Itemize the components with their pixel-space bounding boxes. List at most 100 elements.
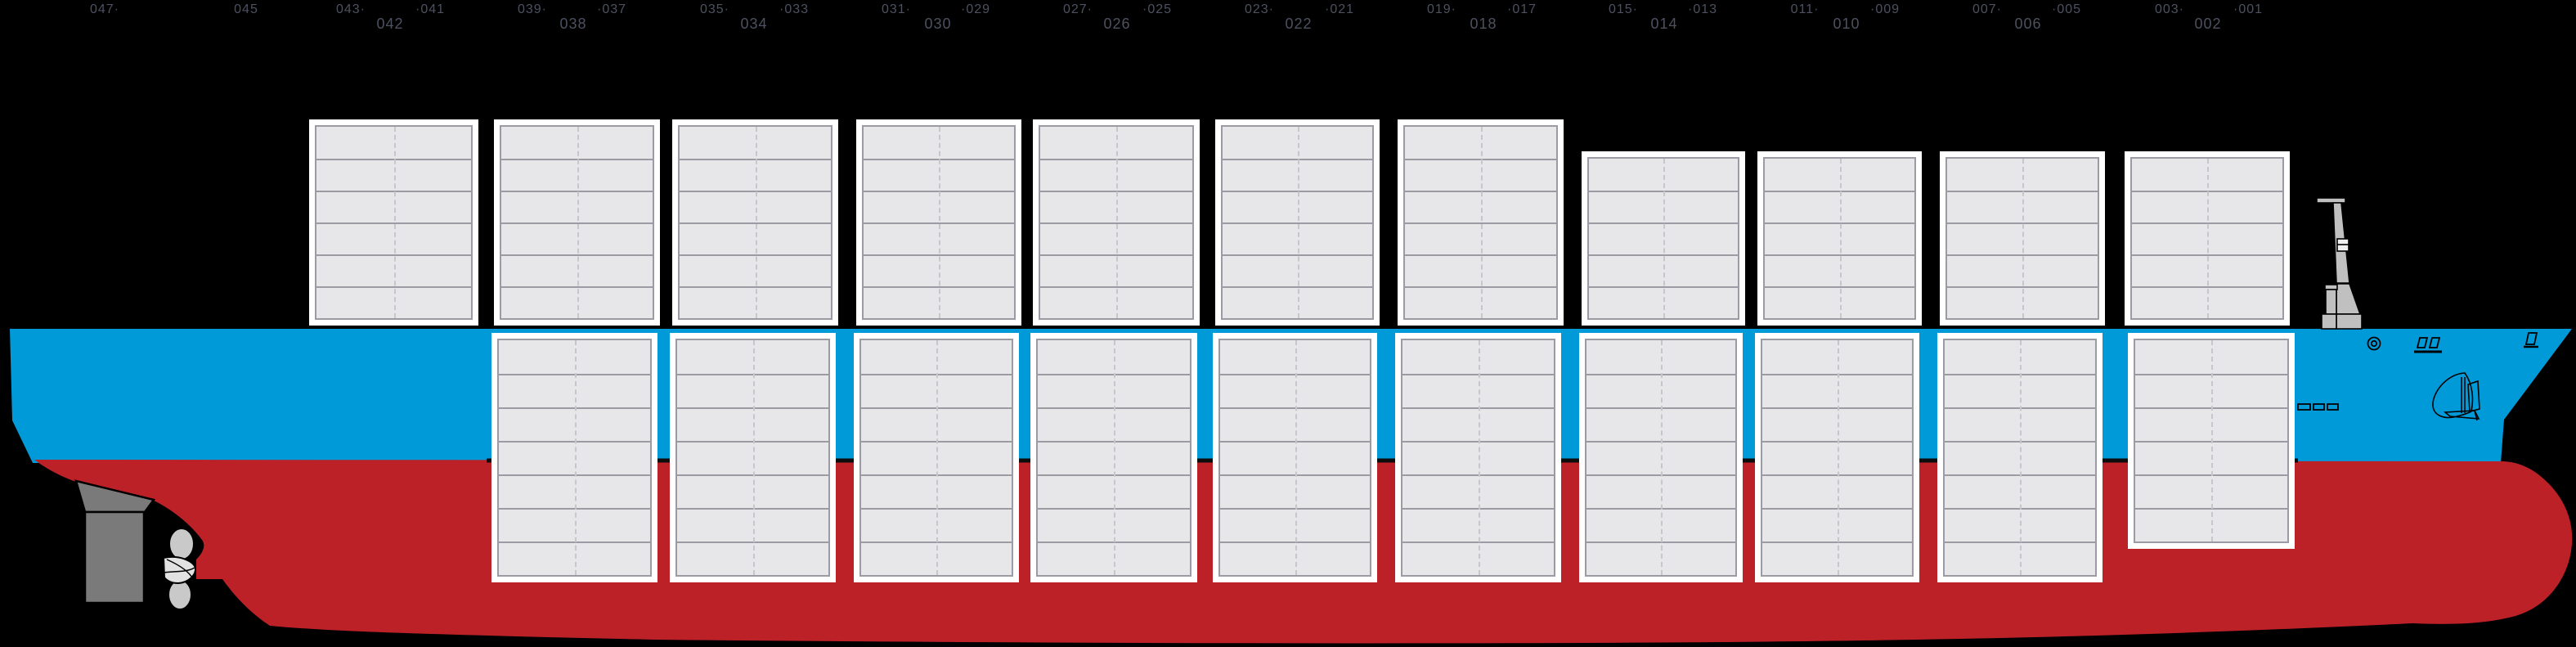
propeller-blade-upper [168, 528, 195, 560]
deck-stack-bay-022[interactable] [1215, 119, 1380, 326]
container-grid [1585, 339, 1737, 577]
mast-base [2336, 313, 2363, 330]
bay-number-label: 006 [2014, 16, 2042, 32]
hold-stack-bay-030[interactable] [854, 333, 1019, 582]
bay-tick-label: 035· [699, 2, 730, 16]
twenty-foot-divider [2020, 340, 2022, 575]
deck-stack-bay-010[interactable] [1757, 151, 1922, 326]
container-grid [1763, 157, 1916, 320]
twenty-foot-divider [393, 127, 396, 318]
twenty-foot-divider [1114, 340, 1115, 575]
bay-number-label: 042 [376, 16, 404, 32]
bay-tick-label: 023· [1244, 2, 1275, 16]
container-grid [2130, 157, 2284, 320]
bay-tick-label: 019· [1426, 2, 1457, 16]
container-grid [859, 339, 1013, 577]
deck-stack-bay-034[interactable] [672, 119, 838, 326]
hold-stack-bay-034[interactable] [670, 333, 836, 582]
bay-tick-label: 003· [2154, 2, 2185, 16]
container-grid [1221, 125, 1374, 320]
container-grid [1218, 339, 1371, 577]
twenty-foot-divider [1837, 340, 1839, 575]
container-grid [678, 125, 832, 320]
bay-tick-label: 047· [89, 2, 120, 16]
bay-number-label: 038 [559, 16, 587, 32]
bay-tick-label: ·037 [596, 2, 627, 16]
container-grid [1039, 125, 1194, 320]
hold-stack-bay-006[interactable] [1937, 333, 2103, 582]
bay-tick-label: ·009 [1869, 2, 1901, 16]
bay-tick-label: ·001 [2233, 2, 2264, 16]
deck-stack-bay-030[interactable] [856, 119, 1021, 326]
twenty-foot-divider [1116, 127, 1118, 318]
hold-stack-bay-002[interactable] [2128, 333, 2295, 549]
twenty-foot-divider [1839, 159, 1842, 318]
deck-stack-bay-038[interactable] [494, 119, 660, 326]
twenty-foot-divider [1663, 159, 1665, 318]
container-grid [1403, 125, 1558, 320]
deck-stack-bay-026[interactable] [1033, 119, 1200, 326]
bay-number-label: 026 [1103, 16, 1131, 32]
mast-crosstree [2316, 197, 2346, 204]
bow-flag-marking [2524, 332, 2538, 345]
twenty-foot-divider [1478, 340, 1480, 575]
container-grid [2134, 339, 2289, 543]
container-grid [1761, 339, 1914, 577]
container-grid [675, 339, 830, 577]
container-grid [497, 339, 652, 577]
bay-number-label: 034 [740, 16, 768, 32]
deck-stack-bay-042[interactable] [309, 119, 478, 326]
propeller-hub [162, 556, 197, 585]
twenty-foot-divider [936, 340, 938, 575]
container-grid [1401, 339, 1555, 577]
bay-tick-label: ·005 [2051, 2, 2082, 16]
bay-tick-label: 011· [1790, 2, 1820, 16]
twenty-foot-divider [752, 340, 755, 575]
propeller [162, 528, 197, 610]
bow-circle-marking [2367, 336, 2381, 351]
bay-tick-label: 015· [1608, 2, 1639, 16]
twenty-foot-divider [755, 127, 757, 318]
hold-stack-bay-026[interactable] [1030, 333, 1197, 582]
bay-number-label: 030 [924, 16, 952, 32]
mast-step-ledge [2324, 284, 2338, 290]
deck-stack-bay-018[interactable] [1398, 119, 1564, 326]
bay-tick-label: ·021 [1324, 2, 1355, 16]
hold-stack-bay-018[interactable] [1395, 333, 1561, 582]
twenty-foot-divider [2022, 159, 2024, 318]
propeller-blade-lower [168, 579, 192, 610]
deck-stack-bay-014[interactable] [1582, 151, 1745, 326]
bay-tick-label: ·017 [1506, 2, 1537, 16]
bay-tick-label: 007· [1972, 2, 2003, 16]
deck-stack-bay-006[interactable] [1940, 151, 2105, 326]
hull-side-dashes [2297, 403, 2339, 411]
container-grid [1945, 157, 2099, 320]
bay-tick-label: ·033 [779, 2, 810, 16]
bay-number-label: 010 [1833, 16, 1860, 32]
bow-markings [2297, 332, 2538, 421]
twenty-foot-divider [1295, 340, 1297, 575]
bay-tick-label: 045 [234, 2, 258, 16]
mast-step-foot [2321, 313, 2337, 330]
hold-stack-bay-010[interactable] [1755, 333, 1919, 582]
rudder [74, 479, 156, 604]
deck-stack-bay-002[interactable] [2125, 151, 2290, 326]
bay-number-label: 002 [2194, 16, 2222, 32]
mast-step-column [2325, 289, 2337, 315]
bay-tick-label: ·029 [960, 2, 991, 16]
twenty-foot-divider [574, 340, 577, 575]
hold-stack-bay-038[interactable] [491, 333, 657, 582]
container-grid [862, 125, 1016, 320]
bow-circle-marking-inner [2370, 339, 2378, 348]
twenty-foot-divider [2207, 159, 2209, 318]
propeller-blade-curl [164, 559, 195, 580]
twenty-foot-divider [1480, 127, 1483, 318]
container-grid [1587, 157, 1739, 320]
hold-stack-bay-022[interactable] [1213, 333, 1377, 582]
bay-number-label: 022 [1285, 16, 1313, 32]
twenty-foot-divider [939, 127, 940, 318]
bay-tick-label: ·025 [1142, 2, 1173, 16]
hold-stack-bay-014[interactable] [1579, 333, 1743, 582]
bay-tick-label: 043· [335, 2, 366, 16]
